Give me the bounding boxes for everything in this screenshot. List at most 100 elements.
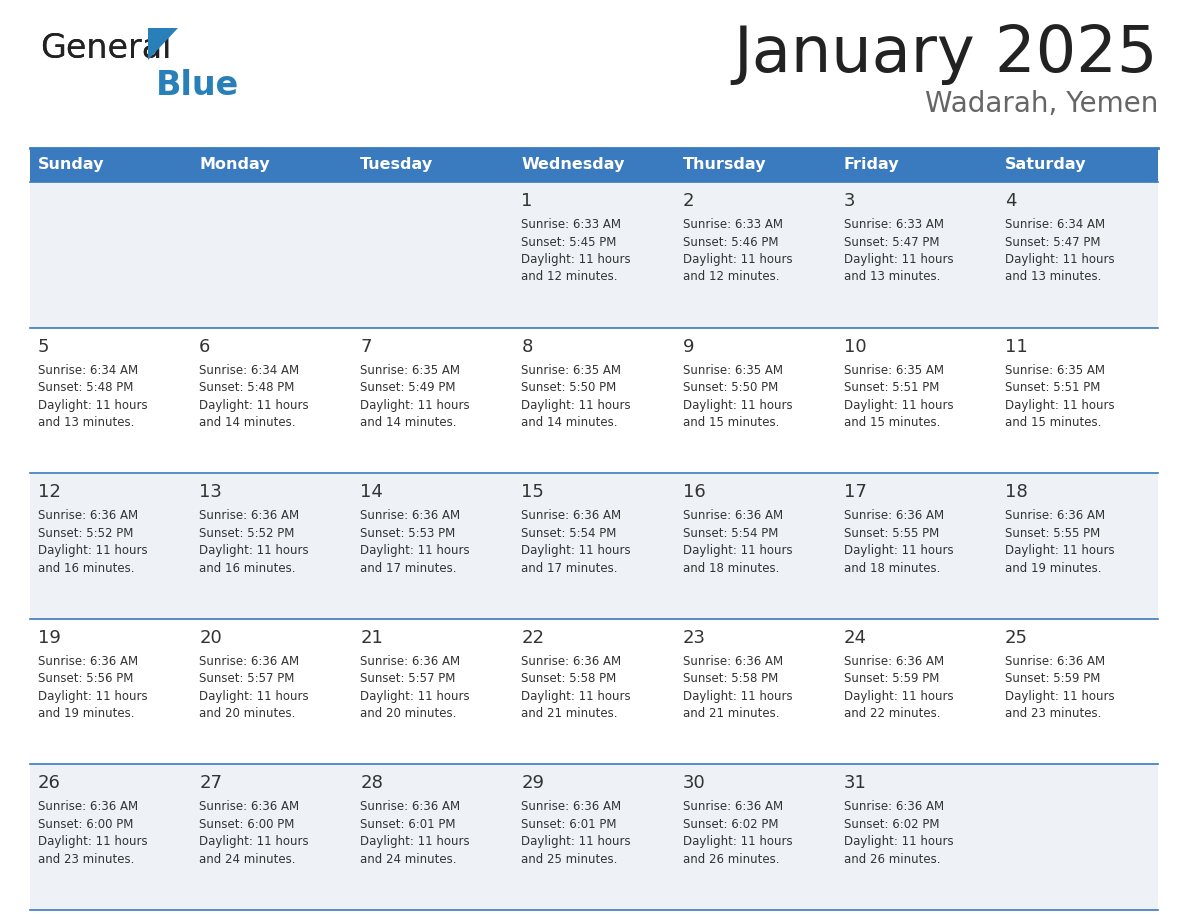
Text: and 18 minutes.: and 18 minutes. <box>683 562 779 575</box>
Text: Sunrise: 6:36 AM: Sunrise: 6:36 AM <box>522 800 621 813</box>
Text: and 25 minutes.: and 25 minutes. <box>522 853 618 866</box>
Text: Sunset: 5:46 PM: Sunset: 5:46 PM <box>683 236 778 249</box>
Bar <box>513 182 675 328</box>
Text: Sunset: 5:54 PM: Sunset: 5:54 PM <box>683 527 778 540</box>
Bar <box>997 619 1158 765</box>
Bar <box>835 619 997 765</box>
Text: Sunset: 5:45 PM: Sunset: 5:45 PM <box>522 236 617 249</box>
Text: 5: 5 <box>38 338 50 355</box>
Text: Daylight: 11 hours: Daylight: 11 hours <box>522 689 631 703</box>
Bar <box>30 473 191 619</box>
Bar <box>191 765 353 910</box>
Text: 16: 16 <box>683 483 706 501</box>
Text: 8: 8 <box>522 338 532 355</box>
Bar <box>513 619 675 765</box>
Bar <box>675 328 835 473</box>
Text: 10: 10 <box>843 338 866 355</box>
Text: Sunset: 5:50 PM: Sunset: 5:50 PM <box>683 381 778 394</box>
Bar <box>835 765 997 910</box>
Text: and 24 minutes.: and 24 minutes. <box>200 853 296 866</box>
Text: and 15 minutes.: and 15 minutes. <box>843 416 940 429</box>
Text: Daylight: 11 hours: Daylight: 11 hours <box>1005 544 1114 557</box>
Text: Sunrise: 6:36 AM: Sunrise: 6:36 AM <box>200 509 299 522</box>
Text: and 13 minutes.: and 13 minutes. <box>38 416 134 429</box>
Text: Daylight: 11 hours: Daylight: 11 hours <box>522 835 631 848</box>
Text: Daylight: 11 hours: Daylight: 11 hours <box>360 835 470 848</box>
Text: General: General <box>153 69 284 102</box>
Text: 25: 25 <box>1005 629 1028 647</box>
Text: 4: 4 <box>1005 192 1017 210</box>
Bar <box>997 765 1158 910</box>
Text: Wednesday: Wednesday <box>522 158 625 173</box>
Text: Daylight: 11 hours: Daylight: 11 hours <box>843 835 953 848</box>
Text: Sunrise: 6:36 AM: Sunrise: 6:36 AM <box>38 655 138 667</box>
Text: Sunset: 5:51 PM: Sunset: 5:51 PM <box>843 381 939 394</box>
Text: Sunset: 5:59 PM: Sunset: 5:59 PM <box>1005 672 1100 686</box>
Text: Daylight: 11 hours: Daylight: 11 hours <box>200 398 309 411</box>
Text: and 16 minutes.: and 16 minutes. <box>200 562 296 575</box>
Bar <box>675 473 835 619</box>
Text: Sunset: 5:57 PM: Sunset: 5:57 PM <box>200 672 295 686</box>
Text: and 23 minutes.: and 23 minutes. <box>38 853 134 866</box>
Bar <box>513 328 675 473</box>
Text: 22: 22 <box>522 629 544 647</box>
Text: Sunset: 6:02 PM: Sunset: 6:02 PM <box>843 818 940 831</box>
Text: 24: 24 <box>843 629 867 647</box>
Text: Sunrise: 6:35 AM: Sunrise: 6:35 AM <box>683 364 783 376</box>
Text: Sunrise: 6:36 AM: Sunrise: 6:36 AM <box>843 655 943 667</box>
Bar <box>997 328 1158 473</box>
Text: Sunset: 6:00 PM: Sunset: 6:00 PM <box>38 818 133 831</box>
Text: 31: 31 <box>843 775 866 792</box>
Text: Blue: Blue <box>156 69 239 102</box>
Text: Sunset: 5:47 PM: Sunset: 5:47 PM <box>843 236 940 249</box>
Text: and 21 minutes.: and 21 minutes. <box>683 707 779 721</box>
Text: Daylight: 11 hours: Daylight: 11 hours <box>683 689 792 703</box>
Bar <box>30 182 191 328</box>
Bar <box>30 148 1158 182</box>
Text: Sunset: 5:48 PM: Sunset: 5:48 PM <box>200 381 295 394</box>
Text: Daylight: 11 hours: Daylight: 11 hours <box>200 835 309 848</box>
Text: 21: 21 <box>360 629 384 647</box>
Text: Sunrise: 6:35 AM: Sunrise: 6:35 AM <box>522 364 621 376</box>
Text: Sunrise: 6:33 AM: Sunrise: 6:33 AM <box>683 218 783 231</box>
Text: Daylight: 11 hours: Daylight: 11 hours <box>1005 253 1114 266</box>
Text: Sunday: Sunday <box>38 158 105 173</box>
Text: Sunrise: 6:36 AM: Sunrise: 6:36 AM <box>200 800 299 813</box>
Text: Daylight: 11 hours: Daylight: 11 hours <box>360 398 470 411</box>
Bar <box>675 182 835 328</box>
Text: 15: 15 <box>522 483 544 501</box>
Text: and 19 minutes.: and 19 minutes. <box>1005 562 1101 575</box>
Text: and 17 minutes.: and 17 minutes. <box>522 562 618 575</box>
Text: Sunset: 5:58 PM: Sunset: 5:58 PM <box>522 672 617 686</box>
Text: Daylight: 11 hours: Daylight: 11 hours <box>38 835 147 848</box>
Text: 26: 26 <box>38 775 61 792</box>
Text: Sunset: 5:55 PM: Sunset: 5:55 PM <box>1005 527 1100 540</box>
Text: 6: 6 <box>200 338 210 355</box>
Text: January 2025: January 2025 <box>733 23 1158 85</box>
Text: Sunrise: 6:36 AM: Sunrise: 6:36 AM <box>683 509 783 522</box>
Text: Sunrise: 6:35 AM: Sunrise: 6:35 AM <box>360 364 460 376</box>
Text: Sunrise: 6:33 AM: Sunrise: 6:33 AM <box>522 218 621 231</box>
Text: and 20 minutes.: and 20 minutes. <box>200 707 296 721</box>
Bar <box>835 182 997 328</box>
Text: 2: 2 <box>683 192 694 210</box>
Text: and 17 minutes.: and 17 minutes. <box>360 562 456 575</box>
Text: Daylight: 11 hours: Daylight: 11 hours <box>1005 689 1114 703</box>
Text: 11: 11 <box>1005 338 1028 355</box>
Text: and 26 minutes.: and 26 minutes. <box>683 853 779 866</box>
Text: Daylight: 11 hours: Daylight: 11 hours <box>683 544 792 557</box>
Text: and 24 minutes.: and 24 minutes. <box>360 853 456 866</box>
Text: 18: 18 <box>1005 483 1028 501</box>
Text: Sunrise: 6:36 AM: Sunrise: 6:36 AM <box>38 800 138 813</box>
Bar <box>30 619 191 765</box>
Text: and 14 minutes.: and 14 minutes. <box>200 416 296 429</box>
Text: Sunrise: 6:34 AM: Sunrise: 6:34 AM <box>200 364 299 376</box>
Text: Sunset: 5:52 PM: Sunset: 5:52 PM <box>38 527 133 540</box>
Text: Sunrise: 6:36 AM: Sunrise: 6:36 AM <box>360 800 461 813</box>
Text: 14: 14 <box>360 483 384 501</box>
Text: Friday: Friday <box>843 158 899 173</box>
Text: General: General <box>40 32 171 65</box>
Text: Daylight: 11 hours: Daylight: 11 hours <box>360 544 470 557</box>
Text: Sunset: 5:48 PM: Sunset: 5:48 PM <box>38 381 133 394</box>
Bar <box>353 328 513 473</box>
